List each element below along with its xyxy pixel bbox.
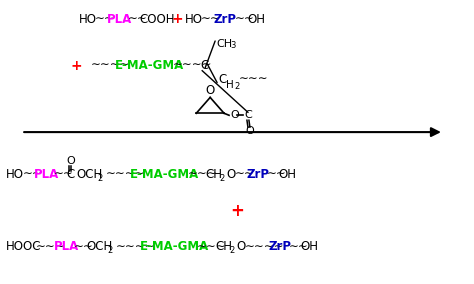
Text: HO: HO bbox=[79, 13, 97, 26]
Text: ∼∼∼: ∼∼∼ bbox=[197, 241, 227, 253]
Text: CH: CH bbox=[205, 168, 222, 181]
Text: 2: 2 bbox=[219, 174, 224, 183]
Text: ∼∼: ∼∼ bbox=[267, 168, 287, 181]
Text: 2: 2 bbox=[229, 247, 234, 255]
Text: C: C bbox=[200, 59, 209, 72]
Text: H: H bbox=[226, 80, 234, 89]
Text: ∼∼∼: ∼∼∼ bbox=[36, 241, 66, 253]
Text: ∼∼∼: ∼∼∼ bbox=[187, 168, 217, 181]
Text: E-MA-GMA: E-MA-GMA bbox=[139, 241, 209, 253]
Text: +: + bbox=[230, 202, 244, 220]
Text: ∼∼∼: ∼∼∼ bbox=[239, 73, 269, 86]
Text: ∼∼∼∼: ∼∼∼∼ bbox=[91, 59, 130, 72]
Text: COOH: COOH bbox=[139, 13, 175, 26]
Text: ∼∼: ∼∼ bbox=[235, 168, 255, 181]
Text: O: O bbox=[66, 156, 75, 166]
Text: E-MA-GMA: E-MA-GMA bbox=[129, 168, 199, 181]
Text: ∼∼: ∼∼ bbox=[74, 241, 94, 253]
Text: C: C bbox=[218, 73, 227, 86]
Text: C: C bbox=[66, 168, 74, 181]
Text: O: O bbox=[226, 168, 235, 181]
Text: OCH: OCH bbox=[76, 168, 102, 181]
Text: HOOC: HOOC bbox=[6, 241, 42, 253]
Text: 2: 2 bbox=[98, 174, 103, 183]
Text: ∼∼∼∼: ∼∼∼∼ bbox=[116, 241, 155, 253]
Text: ∼∼: ∼∼ bbox=[128, 13, 147, 26]
Text: PLA: PLA bbox=[107, 13, 132, 26]
Text: ZrP: ZrP bbox=[247, 168, 270, 181]
Text: HO: HO bbox=[185, 13, 203, 26]
Text: CH: CH bbox=[215, 241, 232, 253]
Text: ∼∼: ∼∼ bbox=[235, 13, 255, 26]
Text: HO: HO bbox=[6, 168, 24, 181]
Text: OH: OH bbox=[247, 13, 265, 26]
Text: ∼∼: ∼∼ bbox=[201, 13, 221, 26]
Text: OH: OH bbox=[301, 241, 319, 253]
Text: OCH: OCH bbox=[86, 241, 112, 253]
Text: ∼∼: ∼∼ bbox=[95, 13, 115, 26]
Text: 2: 2 bbox=[108, 247, 113, 255]
Text: ∼∼: ∼∼ bbox=[22, 168, 42, 181]
Text: ∼∼: ∼∼ bbox=[289, 241, 309, 253]
Text: O: O bbox=[206, 84, 215, 97]
Text: ∼∼∼∼: ∼∼∼∼ bbox=[106, 168, 145, 181]
Text: 2: 2 bbox=[234, 82, 239, 91]
Text: ZrP: ZrP bbox=[213, 13, 236, 26]
Text: E-MA-GMA: E-MA-GMA bbox=[115, 59, 184, 72]
Text: ∼∼: ∼∼ bbox=[54, 168, 74, 181]
Text: O: O bbox=[230, 110, 239, 120]
Text: PLA: PLA bbox=[34, 168, 59, 181]
Text: OH: OH bbox=[279, 168, 297, 181]
Text: +: + bbox=[172, 12, 183, 26]
Text: O: O bbox=[245, 126, 254, 136]
Text: PLA: PLA bbox=[54, 241, 79, 253]
Text: O: O bbox=[236, 241, 245, 253]
Text: ∼∼∼∼: ∼∼∼∼ bbox=[245, 241, 284, 253]
Text: C: C bbox=[244, 110, 252, 120]
Text: ∼∼∼∼: ∼∼∼∼ bbox=[173, 59, 212, 72]
Text: ZrP: ZrP bbox=[269, 241, 292, 253]
Text: +: + bbox=[71, 59, 82, 73]
Text: CH: CH bbox=[216, 39, 232, 49]
Text: 3: 3 bbox=[230, 41, 236, 51]
